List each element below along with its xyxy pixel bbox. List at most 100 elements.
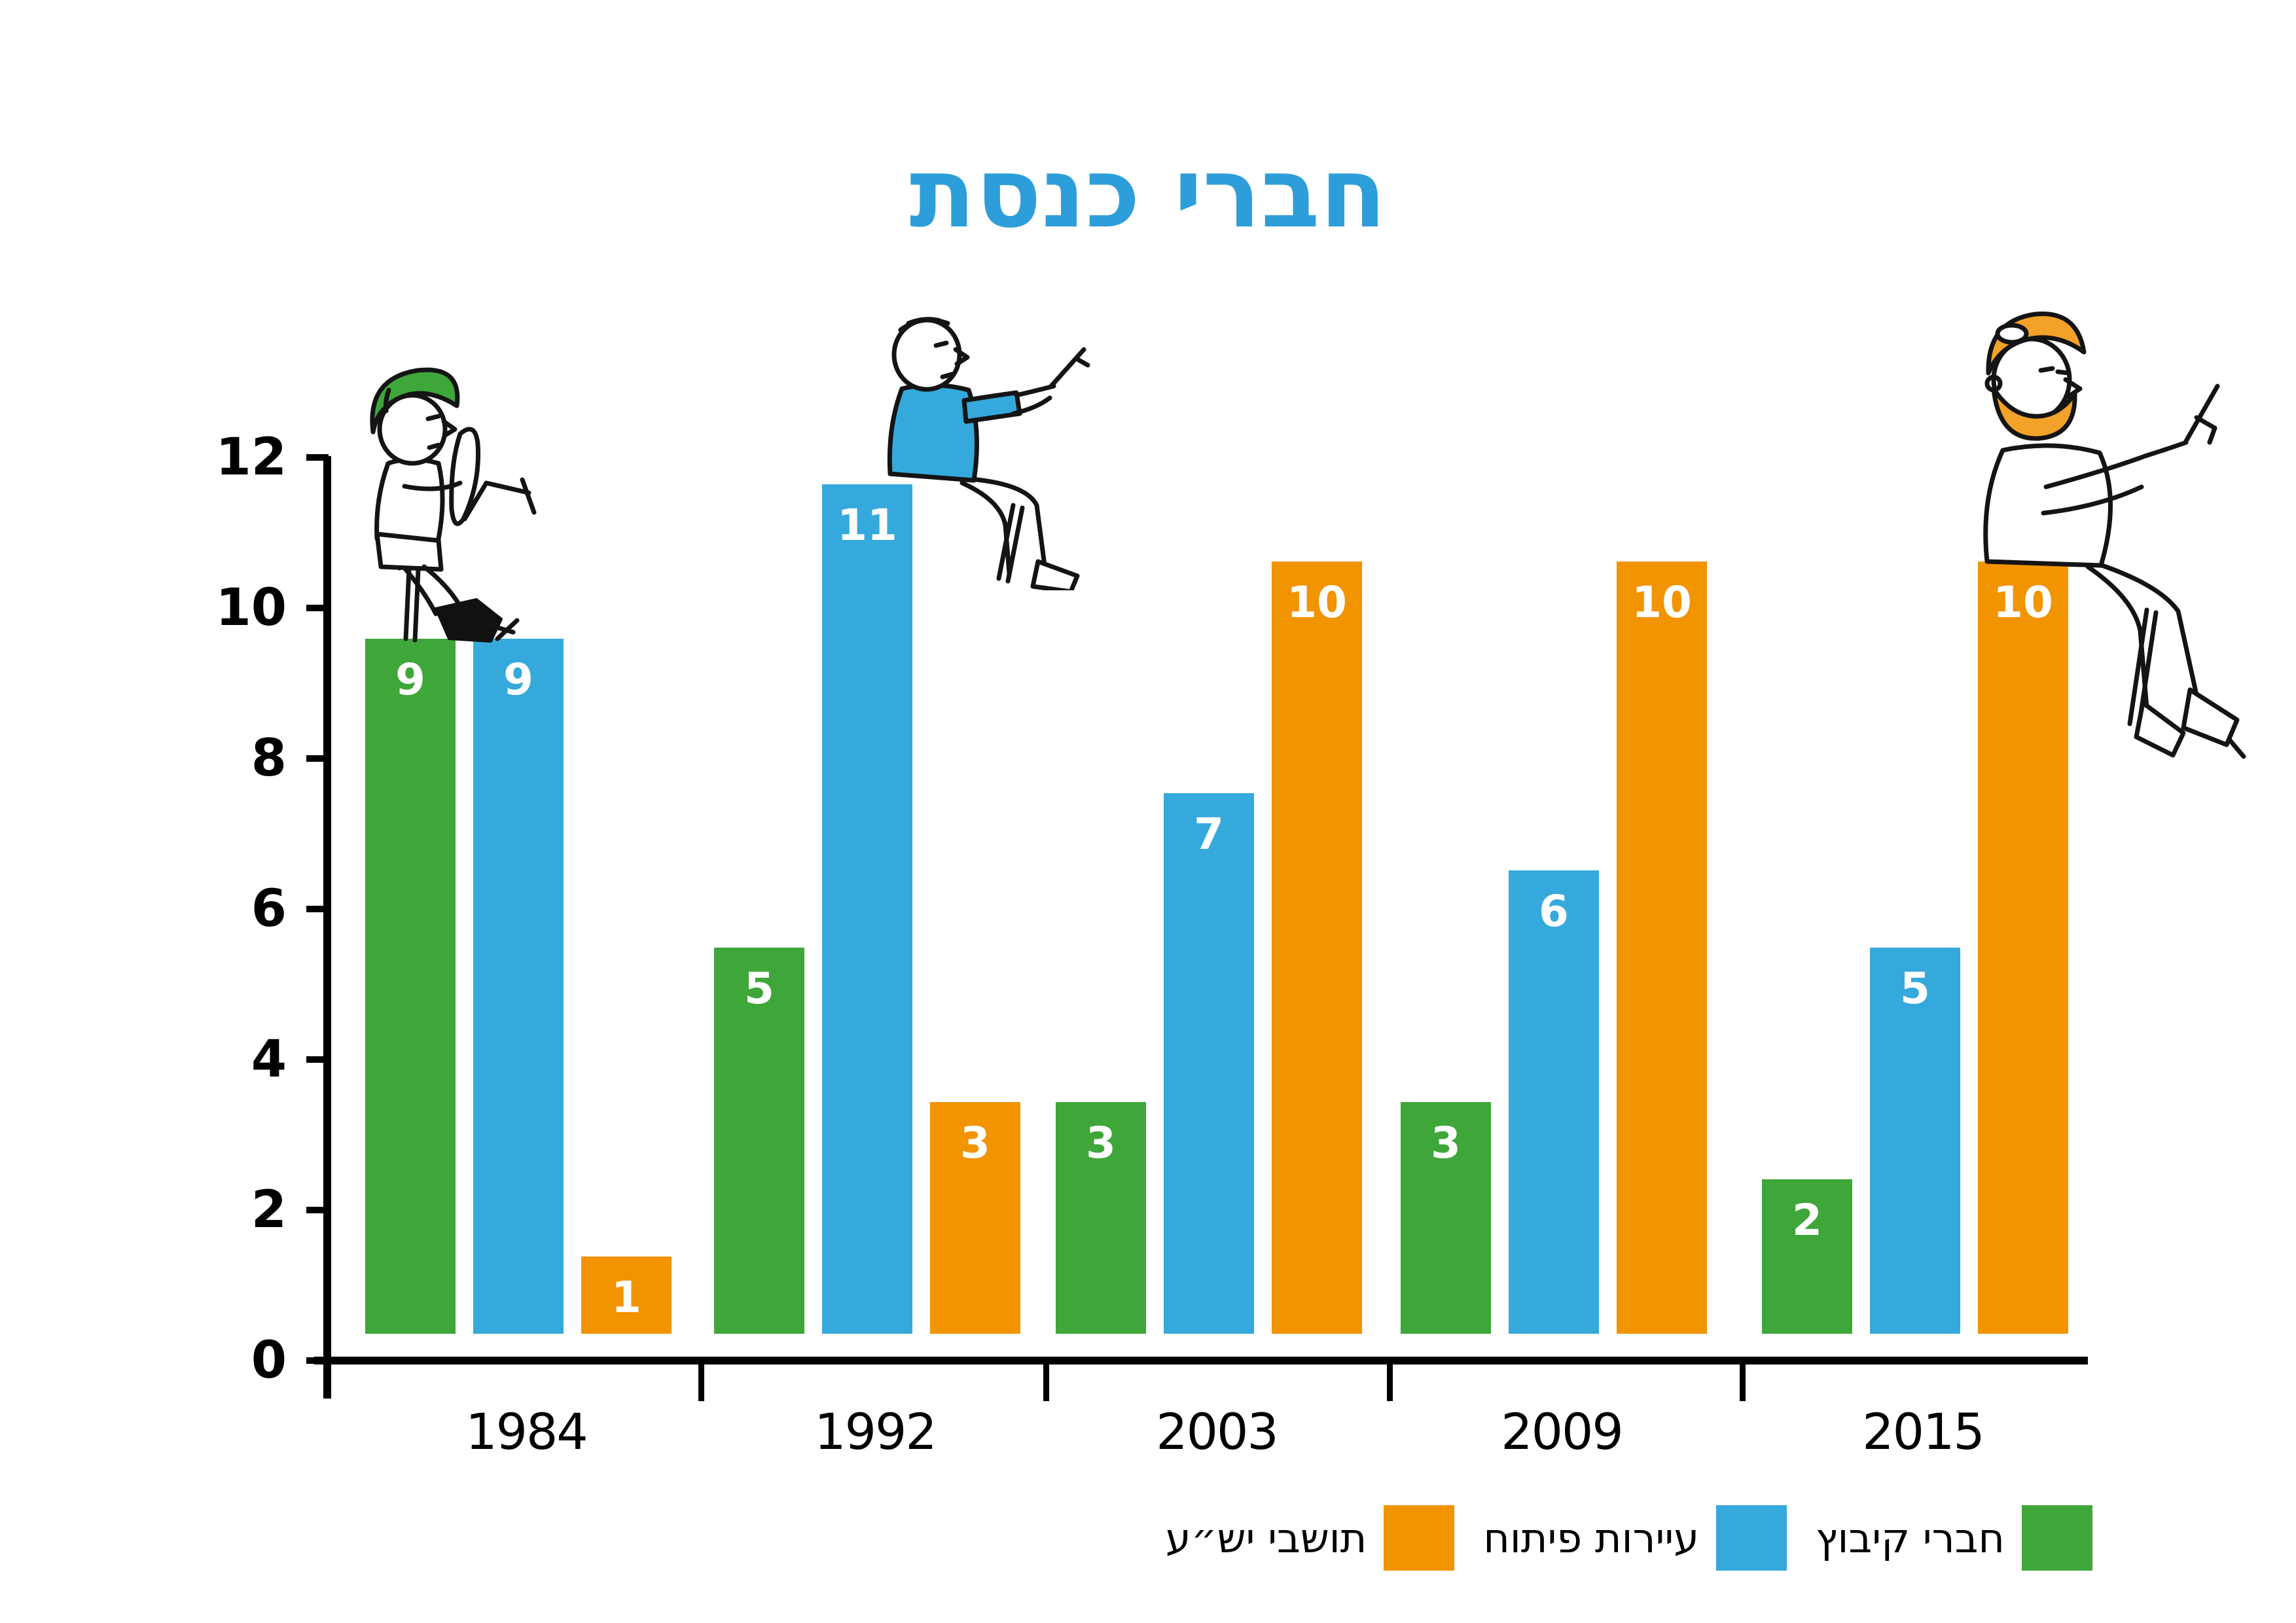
figure-arm-2 xyxy=(2041,484,2144,516)
y-axis-label-12: 12 xyxy=(215,428,287,487)
kibbutznik-figure-svg xyxy=(370,367,537,643)
bar-2015-yesha: 10 xyxy=(1978,562,2068,1334)
figure-mouth xyxy=(427,442,441,450)
orange-beard xyxy=(1991,386,2077,441)
bar-1984-kibbutz: 9 xyxy=(365,639,456,1334)
bar-2009-kibbutz: 3 xyxy=(1401,1102,1491,1334)
bar-value-label-2015-development-towns: 5 xyxy=(1900,963,1930,1014)
bar-1984-yesha: 1 xyxy=(581,1257,672,1334)
bar-1984-development-towns: 9 xyxy=(473,639,564,1334)
boot-strap xyxy=(488,618,520,641)
y-axis-tick-6 xyxy=(306,906,329,912)
pen-icon xyxy=(1049,347,1090,389)
bar-value-label-1984-kibbutz: 9 xyxy=(395,654,425,705)
legend-swatch-2 xyxy=(1384,1505,1455,1571)
legend-item-0: חברי קיבוץ xyxy=(1816,1505,2092,1571)
figure-leg-back xyxy=(402,565,439,616)
bar-2003-kibbutz: 3 xyxy=(1056,1102,1146,1334)
bar-2003-yesha: 10 xyxy=(1272,562,1362,1334)
bar-2003-development-towns: 7 xyxy=(1164,793,1254,1334)
legend-swatch-0 xyxy=(2022,1505,2092,1571)
figure-leg-front xyxy=(2096,562,2199,698)
blue-sleeve xyxy=(961,390,1022,424)
figure-forearm-2 xyxy=(1011,395,1052,416)
bar-1992-kibbutz: 5 xyxy=(714,948,804,1334)
bar-value-label-1992-kibbutz: 5 xyxy=(744,963,774,1014)
y-axis-tick-0 xyxy=(306,1357,329,1364)
y-axis-tick-8 xyxy=(306,755,329,762)
figure-eyebrow xyxy=(425,414,441,421)
bar-2015-development-towns: 5 xyxy=(1870,948,1960,1334)
y-axis-label-10: 10 xyxy=(215,579,287,637)
x-axis-label-2015: 2015 xyxy=(1862,1402,1984,1461)
figure-shoe xyxy=(1030,559,1080,594)
bar-value-label-1984-development-towns: 9 xyxy=(503,654,533,705)
illustration-settler-2015 xyxy=(1890,302,2289,780)
blue-shirt-figure-svg xyxy=(887,317,1090,594)
high-heel-shoe xyxy=(2181,687,2240,747)
bar-value-label-2009-kibbutz: 3 xyxy=(1431,1118,1461,1168)
legend-item-1: עיירות פיתוח xyxy=(1483,1505,1787,1571)
bar-1992-yesha: 3 xyxy=(930,1102,1020,1334)
y-axis-label-8: 8 xyxy=(251,729,287,788)
y-axis-label-6: 6 xyxy=(251,880,287,938)
x-axis-tick-4 xyxy=(1740,1361,1746,1401)
illustration-kibbutznik-1984 xyxy=(326,359,601,666)
legend-label-2: תושבי יש״ע xyxy=(1165,1514,1367,1562)
figure-nose xyxy=(2063,377,2083,399)
figure-arm xyxy=(402,480,463,491)
y-axis-tick-12 xyxy=(306,454,329,461)
x-axis-label-2009: 2009 xyxy=(1501,1402,1623,1461)
bar-value-label-2009-development-towns: 6 xyxy=(1539,886,1569,936)
y-axis-tick-2 xyxy=(306,1207,329,1213)
y-axis-label-0: 0 xyxy=(251,1331,287,1390)
figure-leg-back xyxy=(960,480,1012,576)
heel-spike xyxy=(2227,737,2246,759)
figure-leg-front xyxy=(969,476,1047,568)
y-axis-label-2: 2 xyxy=(251,1181,287,1240)
black-boot-front xyxy=(435,598,503,643)
bar-2009-development-towns: 6 xyxy=(1509,870,1599,1334)
legend-label-0: חברי קיבוץ xyxy=(1816,1514,2005,1562)
green-tembel-hat xyxy=(370,367,460,435)
y-axis-line xyxy=(323,456,331,1399)
figure-nose xyxy=(953,347,970,366)
bar-value-label-1984-yesha: 1 xyxy=(611,1272,641,1323)
figure-arm xyxy=(2043,440,2189,490)
figure-leg-front xyxy=(422,564,463,609)
bar-value-label-2003-development-towns: 7 xyxy=(1194,809,1224,859)
stick-icon xyxy=(2183,383,2220,445)
legend-label-1: עיירות פיתוח xyxy=(1483,1514,1700,1562)
bar-value-label-2015-yesha: 10 xyxy=(1993,577,2053,628)
x-axis-label-2003: 2003 xyxy=(1156,1402,1278,1461)
bar-value-label-2015-kibbutz: 2 xyxy=(1792,1195,1822,1245)
bald-patch xyxy=(1995,323,2029,345)
figure-head xyxy=(891,317,962,392)
figure-hair xyxy=(898,317,950,332)
x-axis-tick-1 xyxy=(698,1361,704,1401)
bar-2009-yesha: 10 xyxy=(1617,562,1707,1334)
x-axis-tick-2 xyxy=(1043,1361,1049,1401)
y-axis-label-4: 4 xyxy=(251,1030,287,1089)
figure-eyes xyxy=(2038,366,2071,376)
scythe-shaft xyxy=(462,480,531,522)
figure-nose xyxy=(441,419,457,438)
illustration-man-1992 xyxy=(817,309,1111,594)
bar-value-label-1992-yesha: 3 xyxy=(960,1118,990,1168)
scythe-grip xyxy=(520,477,537,515)
x-axis-tick-3 xyxy=(1386,1361,1393,1401)
figure-leg-back xyxy=(2085,564,2149,711)
orange-hair-figure-svg xyxy=(1983,311,2246,759)
bar-2015-kibbutz: 2 xyxy=(1762,1179,1852,1334)
legend: חברי קיבוץ עיירות פיתוח תושבי יש״ע xyxy=(1166,1505,2092,1571)
chart-title: חברי כנסת xyxy=(909,137,1387,249)
x-axis-label-1984: 1984 xyxy=(465,1402,588,1461)
y-axis-tick-10 xyxy=(306,605,329,611)
figure-mouth xyxy=(940,372,954,380)
x-axis-label-1992: 1992 xyxy=(814,1402,937,1461)
bar-value-label-2009-yesha: 10 xyxy=(1632,577,1692,628)
hat-crease xyxy=(384,387,391,414)
bar-1992-development-towns: 11 xyxy=(822,484,912,1334)
figure-eyebrow xyxy=(933,340,949,348)
